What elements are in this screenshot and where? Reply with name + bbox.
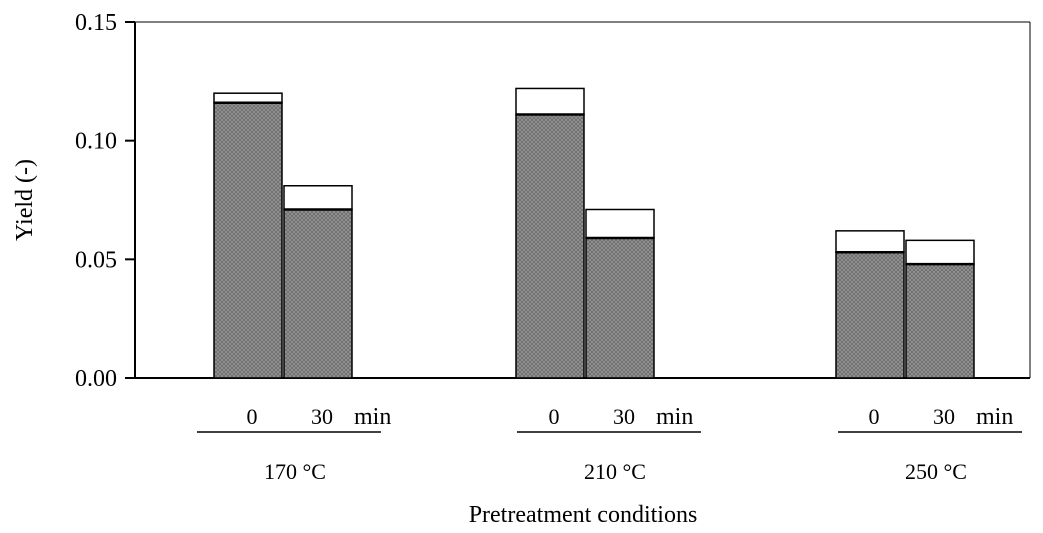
bar-lower-segment: [585, 237, 655, 379]
bar-upper-segment: [905, 239, 975, 265]
x-group: 0 30 min 170 °C: [197, 404, 391, 484]
bar-upper-segment: [213, 92, 283, 104]
time-label: 0: [869, 404, 880, 429]
time-unit-label: min: [656, 404, 693, 430]
y-tick-label: 0.10: [75, 129, 117, 155]
bar-upper-segment: [515, 87, 585, 116]
bar-upper-segment: [585, 208, 655, 239]
time-label: 30: [311, 404, 333, 429]
time-unit-label: min: [976, 404, 1013, 430]
time-label: 30: [613, 404, 635, 429]
bar-lower-segment: [213, 101, 283, 379]
bar-upper-segment: [283, 185, 353, 211]
x-axis-label: Pretreatment conditions: [469, 502, 698, 528]
bar-lower-segment: [515, 113, 585, 379]
bar-lower-segment: [905, 263, 975, 379]
x-axis-groups: 0 30 min 170 °C 0 30 min 210 °C 0 30 min 250 °C: [197, 404, 1022, 484]
time-label: 30: [933, 404, 955, 429]
temperature-label: 210 °C: [584, 459, 646, 484]
y-tick-label: 0.15: [75, 10, 117, 36]
bar-upper-segment: [835, 230, 905, 253]
y-tick-label: 0.00: [75, 366, 117, 392]
x-group: 0 30 min 210 °C: [517, 404, 701, 484]
time-unit-label: min: [354, 404, 391, 430]
y-axis-label: Yield (-): [12, 159, 38, 241]
temperature-label: 170 °C: [264, 459, 326, 484]
time-label: 0: [247, 404, 258, 429]
bars: [213, 87, 975, 379]
temperature-label: 250 °C: [905, 459, 967, 484]
bar-lower-segment: [835, 251, 905, 379]
bar-lower-segment: [283, 208, 353, 379]
y-tick-label: 0.05: [75, 247, 117, 273]
y-axis-ticks: 0.00 0.05 0.10 0.15: [75, 10, 135, 392]
x-group: 0 30 min 250 °C: [838, 404, 1022, 484]
time-label: 0: [549, 404, 560, 429]
